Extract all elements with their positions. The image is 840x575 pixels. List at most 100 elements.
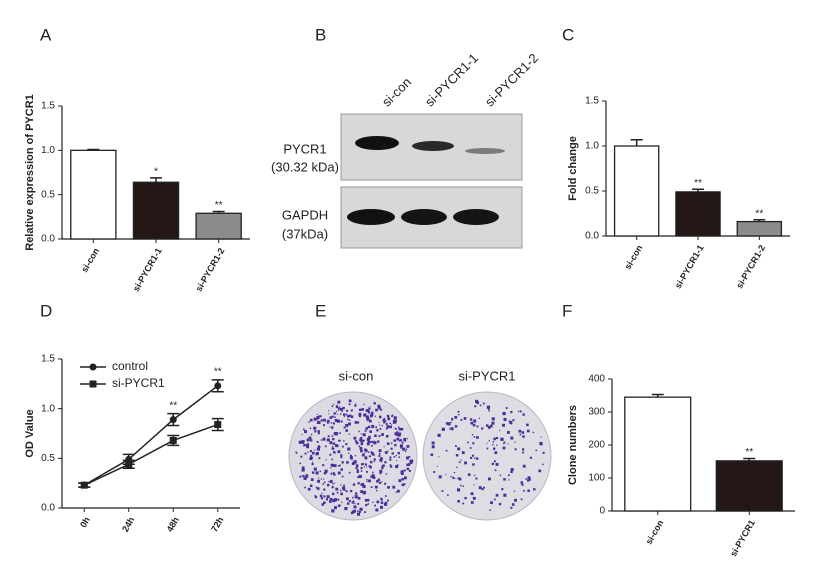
colony xyxy=(450,427,454,431)
colony xyxy=(514,498,517,502)
colony xyxy=(359,507,363,511)
colony xyxy=(310,478,314,481)
colony xyxy=(487,408,490,410)
colony xyxy=(486,405,490,409)
colony xyxy=(470,501,474,504)
colony xyxy=(391,415,393,418)
colony xyxy=(323,471,327,475)
colony xyxy=(390,442,393,444)
colony xyxy=(387,486,390,489)
colony xyxy=(305,444,307,446)
colony xyxy=(357,476,359,479)
colony xyxy=(401,441,404,444)
error-bar xyxy=(753,219,766,222)
colony xyxy=(363,439,365,442)
colony xyxy=(472,423,476,427)
colony xyxy=(314,449,316,451)
y-tick-label: 0.0 xyxy=(585,231,599,242)
colony xyxy=(320,497,324,500)
colony xyxy=(445,422,449,425)
colony xyxy=(479,404,482,407)
y-axis-label: Relative expression of PYCR1 xyxy=(24,94,36,251)
colony xyxy=(366,442,370,446)
colony xyxy=(494,451,498,455)
colony xyxy=(525,478,527,480)
colony xyxy=(381,465,384,468)
colony xyxy=(366,417,370,421)
colony xyxy=(336,404,338,406)
colony xyxy=(301,440,305,444)
colony xyxy=(493,447,496,450)
colony xyxy=(367,411,371,414)
colony xyxy=(381,424,383,427)
colony xyxy=(383,446,385,448)
colony xyxy=(358,430,360,433)
y-tick-label: 100 xyxy=(588,473,605,484)
colony xyxy=(306,445,309,449)
colony xyxy=(457,410,460,413)
colony xyxy=(519,433,522,436)
colony xyxy=(337,450,341,454)
colony xyxy=(381,466,384,470)
colony xyxy=(323,501,326,505)
y-tick-label: 0.5 xyxy=(41,453,55,464)
colony xyxy=(487,426,491,429)
colony xyxy=(368,435,371,439)
colony xyxy=(395,465,399,469)
colony xyxy=(472,463,475,466)
colony xyxy=(383,502,388,506)
colony xyxy=(470,456,473,459)
colony xyxy=(332,438,335,441)
colony xyxy=(396,437,400,441)
colony xyxy=(312,452,315,455)
bar xyxy=(715,460,783,512)
colony xyxy=(319,415,322,418)
legend-marker xyxy=(89,363,97,371)
colony xyxy=(329,441,333,445)
colony xyxy=(378,406,381,410)
colony xyxy=(533,488,536,491)
colony xyxy=(355,464,359,467)
colony xyxy=(340,456,343,459)
colony xyxy=(365,427,369,430)
colony xyxy=(481,427,484,430)
y-axis-label: OD Value xyxy=(24,409,36,457)
colony xyxy=(326,419,330,423)
colony xyxy=(307,487,311,491)
colony xyxy=(334,482,336,484)
significance: ** xyxy=(215,200,223,211)
colony xyxy=(301,466,305,470)
colony xyxy=(339,406,341,408)
colony xyxy=(538,469,542,473)
colony xyxy=(500,437,504,441)
plate-label: si-PYCR1 xyxy=(458,368,515,383)
y-axis-label: Fold change xyxy=(567,136,579,201)
colony xyxy=(395,428,397,430)
colony xyxy=(307,451,309,453)
colony xyxy=(522,413,525,416)
colony xyxy=(542,463,544,466)
colony xyxy=(330,479,333,482)
colony xyxy=(353,460,357,464)
colony xyxy=(403,469,406,472)
colony xyxy=(321,492,323,494)
colony xyxy=(431,441,435,445)
colony xyxy=(345,429,348,432)
colony xyxy=(355,403,357,405)
colony xyxy=(323,424,326,427)
colony xyxy=(329,426,331,428)
colony xyxy=(403,437,407,441)
colony xyxy=(316,413,318,415)
colony xyxy=(313,426,317,430)
bar xyxy=(675,191,721,237)
colony xyxy=(371,426,373,429)
colony xyxy=(457,447,461,451)
colony xyxy=(463,417,467,420)
colony xyxy=(389,458,392,461)
legend-label: control xyxy=(112,359,148,373)
colony xyxy=(503,443,505,445)
colony xyxy=(385,427,388,430)
colony xyxy=(356,470,359,473)
colony xyxy=(335,405,339,409)
colony xyxy=(437,433,441,437)
